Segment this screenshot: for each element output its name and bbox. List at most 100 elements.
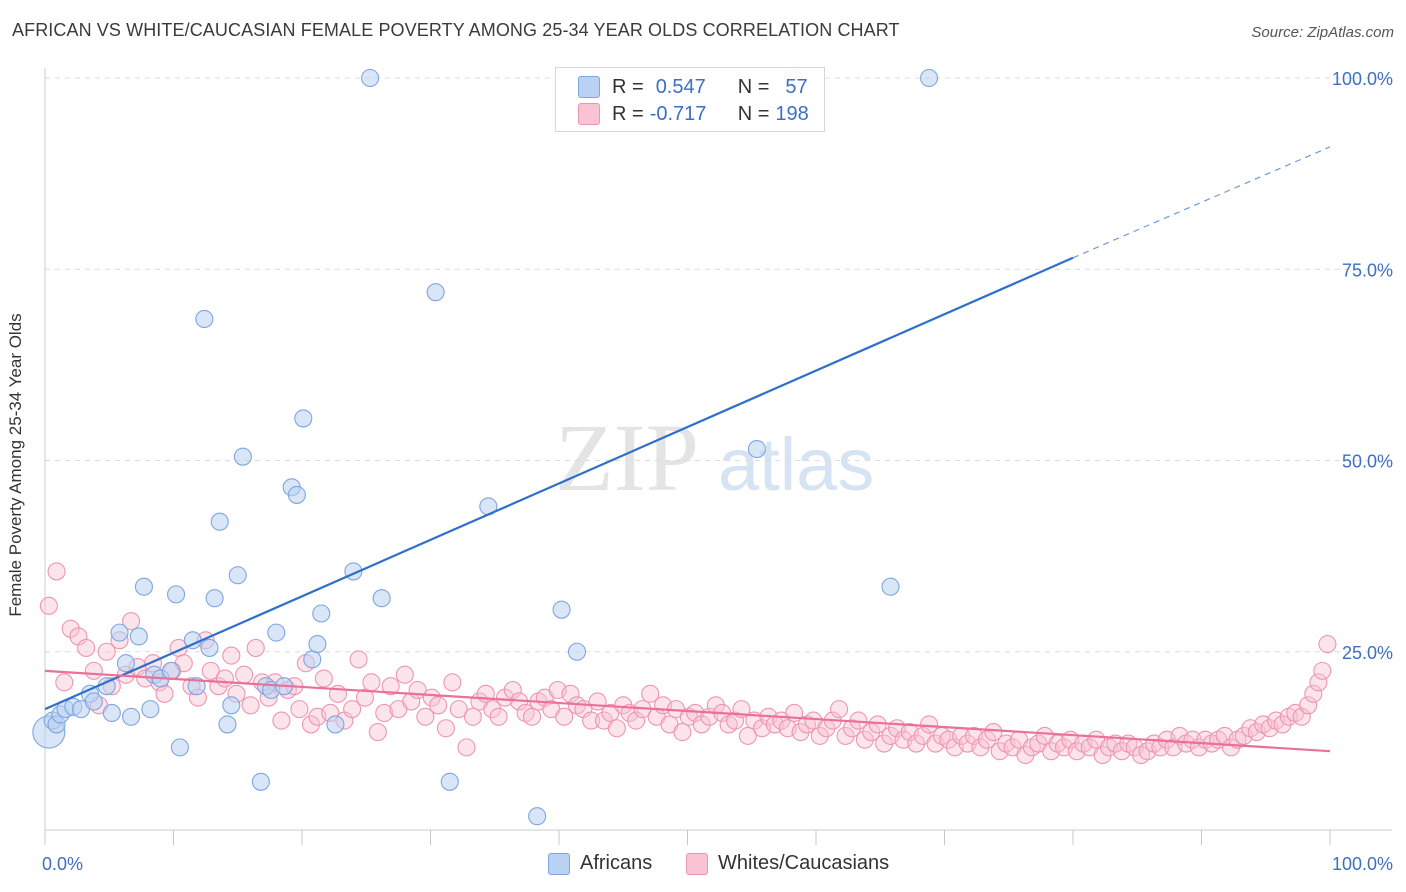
africans-point xyxy=(747,439,766,459)
whites-point xyxy=(1151,738,1170,757)
whites-point xyxy=(375,703,394,723)
africans-n-label: N = xyxy=(737,75,770,98)
legend-whites-label: Whites/Caucasians xyxy=(718,852,890,874)
whites-point xyxy=(555,707,574,726)
correlation-stats-box: R = 0.547 N = 57 R = -0.717 N = 198 xyxy=(555,67,825,132)
africans-point xyxy=(222,696,241,715)
y-tick-label: 25.0% xyxy=(1342,643,1393,663)
whites-swatch xyxy=(578,103,600,125)
whites-point xyxy=(215,669,234,688)
whites-point xyxy=(1273,715,1292,734)
legend-item-africans[interactable]: Africans xyxy=(548,852,652,875)
whites-point xyxy=(395,665,414,684)
africans-trend-line xyxy=(44,256,1074,711)
whites-point xyxy=(1222,738,1241,757)
source-note: Source: ZipAtlas.com xyxy=(1251,24,1394,41)
whites-point xyxy=(810,726,829,745)
source-prefix: Source: xyxy=(1251,24,1308,41)
whites-point xyxy=(1183,730,1202,749)
whites-point xyxy=(907,734,926,753)
africans-point xyxy=(294,409,313,428)
legend-africans-label: Africans xyxy=(580,852,653,874)
whites-point xyxy=(842,719,862,738)
whites-point xyxy=(314,669,333,688)
whites-point xyxy=(155,684,174,703)
africans-point xyxy=(134,577,153,596)
whites-point xyxy=(122,612,141,631)
africans-point xyxy=(161,661,180,680)
africans-point xyxy=(528,807,547,826)
legend-item-whites[interactable]: Whites/Caucasians xyxy=(686,852,889,875)
africans-point xyxy=(552,600,571,619)
africans-point xyxy=(287,485,306,504)
chart-title: AFRICAN VS WHITE/CAUCASIAN FEMALE POVERT… xyxy=(12,20,900,40)
source-site: ZipAtlas.com xyxy=(1307,24,1394,41)
whites-point xyxy=(1318,635,1337,654)
africans-r-value: 0.547 xyxy=(655,75,706,98)
whites-point xyxy=(971,738,990,757)
africans-point xyxy=(228,566,247,585)
whites-point xyxy=(343,700,362,719)
africans-n-value: 57 xyxy=(785,75,808,98)
africans-point xyxy=(881,577,900,596)
africans-point xyxy=(267,623,286,642)
africans-point xyxy=(102,703,121,723)
whites-point xyxy=(1106,734,1125,753)
whites-point xyxy=(522,707,542,726)
trend-lines xyxy=(44,146,1331,753)
africans-point xyxy=(920,68,939,88)
whites-r-label: R = xyxy=(612,102,644,125)
africans-point xyxy=(187,677,206,696)
whites-point xyxy=(416,707,435,726)
africans-point xyxy=(170,738,189,757)
whites-point xyxy=(1292,707,1311,726)
whites-point xyxy=(855,730,874,749)
africans-point xyxy=(426,283,445,302)
watermark-zip: ZIP xyxy=(555,404,699,511)
africans-point xyxy=(116,654,136,673)
africans-point xyxy=(129,627,148,646)
whites-point xyxy=(381,677,400,696)
stats-row-whites: R = -0.717 N = 198 xyxy=(578,100,809,128)
whites-point xyxy=(422,688,441,707)
whites-point xyxy=(791,723,810,742)
whites-point xyxy=(503,680,522,700)
africans-point xyxy=(372,589,391,608)
whites-point xyxy=(1313,661,1332,680)
africans-point xyxy=(303,650,322,669)
whites-point xyxy=(627,711,646,730)
x-tick-label: 100.0% xyxy=(1332,854,1393,874)
africans-point xyxy=(251,772,270,791)
y-tick-label: 50.0% xyxy=(1342,452,1393,472)
whites-point xyxy=(362,673,381,692)
whites-point xyxy=(47,562,66,581)
whites-point xyxy=(241,696,260,715)
whites-point xyxy=(673,723,692,742)
whites-point xyxy=(449,700,468,719)
whites-point xyxy=(39,596,58,615)
y-tick-label: 75.0% xyxy=(1342,260,1393,280)
africans-point xyxy=(141,700,160,719)
bottom-legend: Africans Whites/Caucasians xyxy=(0,852,1406,878)
x-tick-label: 0.0% xyxy=(42,854,83,874)
whites-point xyxy=(1309,673,1328,692)
legend-whites-swatch xyxy=(686,852,708,875)
africans-point xyxy=(110,623,129,642)
africans-point xyxy=(361,68,380,88)
whites-point xyxy=(235,665,254,684)
legend-africans-swatch xyxy=(548,852,570,875)
whites-point xyxy=(201,661,220,680)
whites-point xyxy=(61,619,80,638)
whites-point xyxy=(246,638,265,657)
africans-point xyxy=(440,772,459,791)
watermark: ZIP atlas xyxy=(555,404,874,511)
africans-points xyxy=(32,68,939,826)
africans-point xyxy=(122,707,141,726)
y-tick-label: 100.0% xyxy=(1332,69,1393,89)
whites-point xyxy=(1304,684,1323,703)
whites-point xyxy=(1016,745,1035,765)
whites-point xyxy=(920,715,939,734)
africans-point xyxy=(210,512,229,531)
africans-point xyxy=(205,589,224,608)
